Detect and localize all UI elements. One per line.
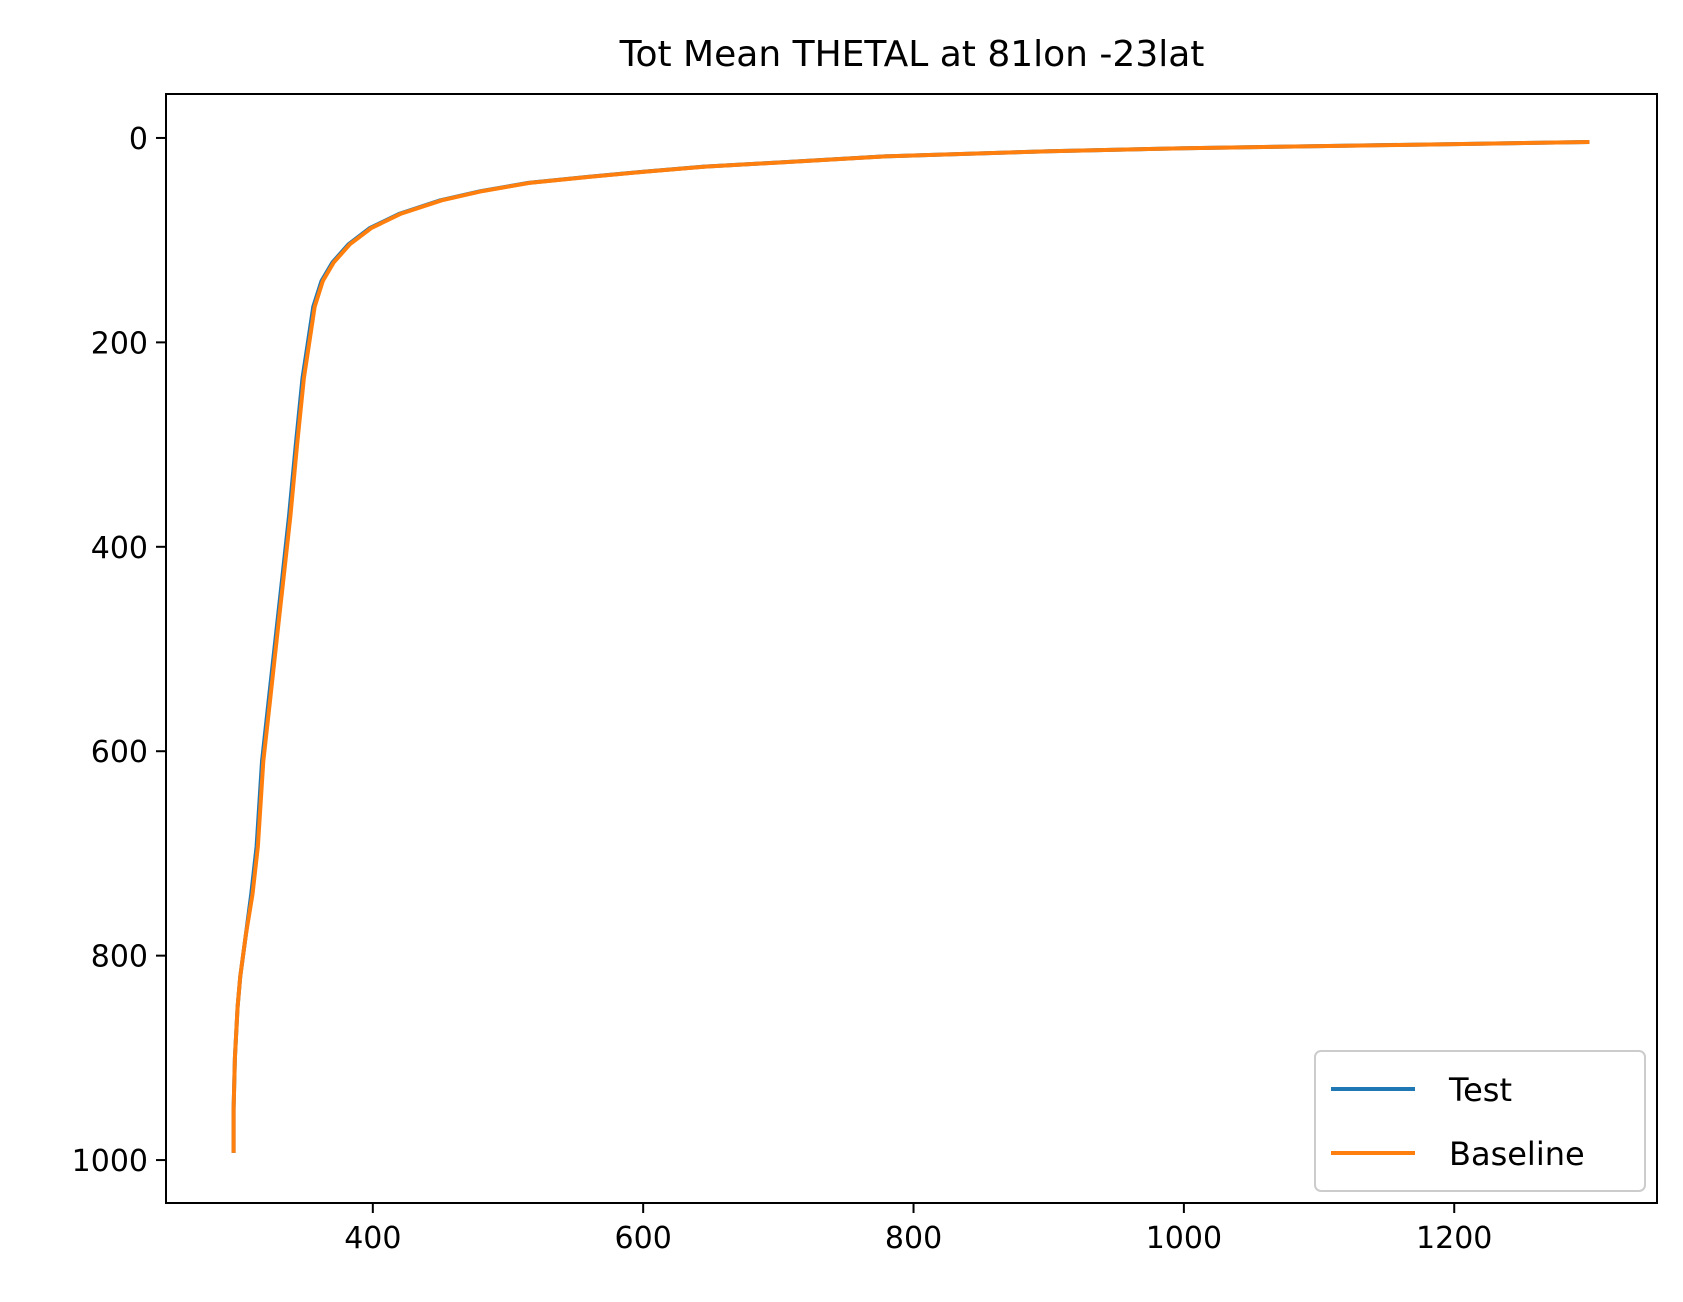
x-tick-label: 800: [885, 1221, 942, 1256]
legend-label-test: Test: [1448, 1071, 1512, 1109]
y-tick-label: 200: [91, 326, 148, 361]
x-tick-label: 600: [615, 1221, 672, 1256]
y-tick-label: 0: [129, 122, 148, 157]
series-layer: [231, 140, 1590, 1153]
plot-area-frame: [165, 93, 1658, 1204]
series-line-baseline: [231, 140, 1590, 1153]
x-tick-label: 1000: [1146, 1221, 1222, 1256]
legend: Test Baseline: [1314, 1050, 1646, 1192]
x-axis-ticks: 400 600 800 1000 1200: [344, 1203, 1492, 1256]
y-tick-label: 600: [91, 735, 148, 770]
legend-label-baseline: Baseline: [1449, 1135, 1585, 1173]
x-tick-label: 400: [344, 1221, 401, 1256]
x-tick-label: 1200: [1416, 1221, 1492, 1256]
y-tick-label: 1000: [72, 1144, 148, 1179]
chart-title: Tot Mean THETAL at 81lon -23lat: [619, 34, 1205, 75]
legend-box: [1314, 1050, 1646, 1192]
y-tick-label: 400: [91, 531, 148, 566]
y-axis-ticks: 0 200 400 600 800 1000: [72, 122, 166, 1179]
y-tick-label: 800: [91, 940, 148, 975]
